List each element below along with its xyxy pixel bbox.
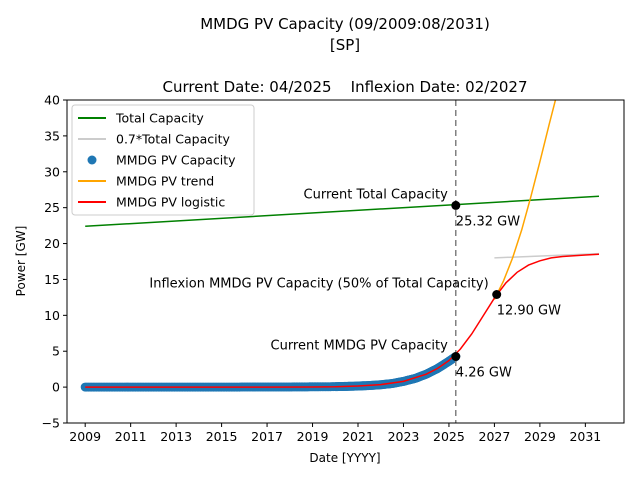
highlight-marker — [451, 352, 461, 361]
y-axis-label: Power [GW] — [14, 226, 28, 297]
series-line-mmdg-pv-logistic — [85, 253, 600, 388]
y-tick-label: −5 — [42, 416, 60, 431]
annotation-label: Current MMDG PV Capacity — [271, 339, 449, 354]
y-tick-label: 35 — [44, 128, 60, 143]
x-tick-label: 2021 — [342, 429, 374, 444]
y-tick-label: 25 — [44, 200, 60, 215]
point-value-label: 12.90 GW — [497, 304, 561, 319]
x-tick-label: 2027 — [479, 429, 511, 444]
y-tick-label: 5 — [52, 344, 60, 359]
chart-title-line-2: [SP] — [330, 36, 360, 54]
x-tick-label: 2031 — [569, 429, 601, 444]
series-line-0-7-total-capacity — [494, 252, 600, 259]
y-tick-label: 0 — [52, 380, 60, 395]
chart-title-line-1: MMDG PV Capacity (09/2009:08/2031) — [200, 15, 490, 33]
legend-box — [71, 104, 255, 216]
x-tick-label: 2025 — [433, 429, 465, 444]
series-line-total-capacity — [85, 195, 600, 228]
annotation-label: Inflexion MMDG PV Capacity (50% of Total… — [149, 277, 488, 292]
highlight-marker — [492, 290, 502, 299]
chart-subtitle: Current Date: 04/2025 Inflexion Date: 02… — [163, 78, 528, 96]
y-tick-label: 30 — [44, 164, 60, 179]
legend-label: MMDG PV Capacity — [116, 153, 236, 168]
x-tick-label: 2015 — [206, 429, 238, 444]
legend-label: MMDG PV logistic — [116, 195, 225, 210]
legend: Total Capacity 0.7*Total Capacity MMDG PV … — [71, 104, 255, 216]
point-value-label: 4.26 GW — [456, 366, 512, 381]
legend-swatch-marker — [87, 155, 97, 165]
y-tick-label: 10 — [44, 308, 60, 323]
axes-frame — [66, 99, 625, 424]
x-tick-label: 2023 — [388, 429, 420, 444]
x-tick-label: 2029 — [524, 429, 556, 444]
legend-label: 0.7*Total Capacity — [116, 132, 231, 147]
highlight-marker — [451, 200, 461, 210]
x-tick-label: 2013 — [160, 429, 192, 444]
plot-area — [80, 100, 600, 423]
x-tick-label: 2017 — [251, 429, 283, 444]
legend-label: Total Capacity — [115, 111, 204, 126]
axes: 2009 2011 2013 2015 2017 2019 2021 2023 2025 2027… — [42, 93, 625, 444]
point-value-label: 25.32 GW — [456, 214, 520, 229]
annotation-label: Current Total Capacity — [304, 187, 449, 202]
x-tick-label: 2009 — [69, 429, 101, 444]
y-tick-label: 20 — [44, 236, 60, 251]
x-axis-label: Date [YYYY] — [309, 451, 380, 465]
x-tick-label: 2019 — [297, 429, 329, 444]
legend-label: MMDG PV trend — [116, 174, 214, 189]
series-line-mmdg-pv-trend — [493, 100, 557, 300]
y-tick-label: 40 — [44, 93, 60, 108]
scatter-group-mmdg-pv-capacity — [80, 352, 461, 392]
y-tick-label: 15 — [44, 272, 60, 287]
x-tick-label: 2011 — [115, 429, 147, 444]
